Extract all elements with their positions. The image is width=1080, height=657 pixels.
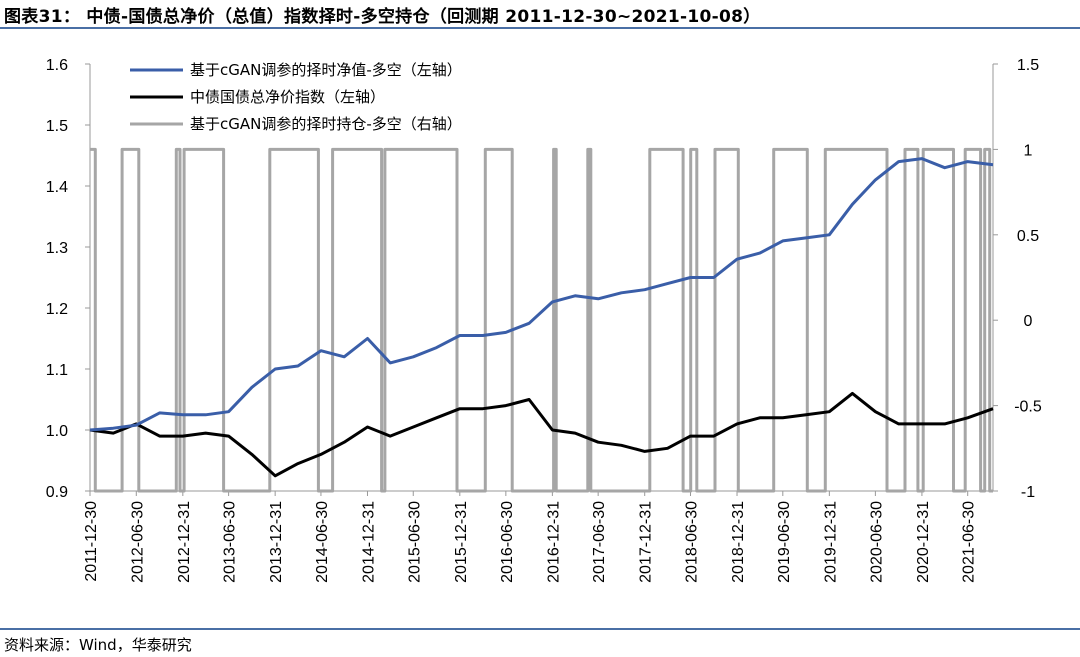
left-axis-tick-label: 1.3 xyxy=(46,240,68,257)
footer-rule xyxy=(0,628,1080,630)
legend: 基于cGAN调参的择时净值-多空（左轴） 中债国债总净价指数（左轴） 基于cGAN调… xyxy=(130,61,462,133)
x-axis-tick-label: 2016-06-30 xyxy=(499,501,516,583)
chart: 0.9 1.0 1.1 1.2 1.3 1.4 1.5 1.6 -1 -0.5 0 0.5 1 1.5 20… xyxy=(46,57,1042,583)
left-axis-tick-label: 0.9 xyxy=(46,484,68,501)
legend-label: 基于cGAN调参的择时净值-多空（左轴） xyxy=(190,61,462,79)
x-axis-tick-label: 2019-12-31 xyxy=(822,501,839,583)
left-axis-tick-label: 1.2 xyxy=(46,301,68,318)
x-axis-tick-label: 2020-06-30 xyxy=(868,501,885,583)
x-axis-tick-label: 2016-12-31 xyxy=(545,501,562,583)
x-axis-tick-label: 2020-12-31 xyxy=(915,501,932,583)
left-axis-tick-label: 1.1 xyxy=(46,362,68,379)
legend-label: 基于cGAN调参的择时持仓-多空（右轴） xyxy=(190,115,462,133)
right-axis-tick-label: 1 xyxy=(1024,142,1033,159)
right-axis-tick-label: 0.5 xyxy=(1017,228,1039,245)
position-step-line xyxy=(90,147,993,493)
right-axis-tick-label: 1.5 xyxy=(1017,57,1039,74)
x-axis-tick-label: 2018-06-30 xyxy=(683,501,700,583)
x-axis-tick-label: 2012-06-30 xyxy=(129,501,146,583)
title-rule xyxy=(0,27,1080,29)
x-axis-tick-label: 2018-12-31 xyxy=(730,501,747,583)
right-axis-tick-label: -1 xyxy=(1021,484,1035,501)
left-axis-tick-label: 1.6 xyxy=(46,57,68,74)
x-axis-tick-label: 2015-06-30 xyxy=(406,501,423,583)
x-axis-tick-label: 2012-12-31 xyxy=(176,501,193,583)
x-axis-tick-label: 2013-12-31 xyxy=(268,501,285,583)
x-axis-tick-label: 2014-12-31 xyxy=(360,501,377,583)
left-axis-tick-label: 1.4 xyxy=(46,179,68,196)
x-axis-tick-label: 2017-12-31 xyxy=(638,501,655,583)
legend-label: 中债国债总净价指数（左轴） xyxy=(190,88,385,106)
series-layer xyxy=(89,147,994,493)
x-axis-tick-label: 2019-06-30 xyxy=(776,501,793,583)
x-axis-tick-label: 2013-06-30 xyxy=(222,501,239,583)
right-axis-tick-label: 0 xyxy=(1024,313,1033,330)
x-axis-tick-label: 2014-06-30 xyxy=(314,501,331,583)
x-axis-tick-label: 2011-12-30 xyxy=(83,501,100,582)
figure-title: 图表31： 中债-国债总净价（总值）指数择时-多空持仓（回测期 2011-12-… xyxy=(4,7,761,27)
right-axis-tick-label: -0.5 xyxy=(1014,399,1042,416)
x-axis-tick-label: 2015-12-31 xyxy=(453,501,470,583)
x-axis-tick-label: 2017-06-30 xyxy=(591,501,608,583)
source-note: 资料来源：Wind，华泰研究 xyxy=(4,636,192,654)
left-axis-tick-label: 1.0 xyxy=(46,423,68,440)
axes-layer: 0.9 1.0 1.1 1.2 1.3 1.4 1.5 1.6 -1 -0.5 0 0.5 1 1.5 20… xyxy=(46,57,1042,583)
left-axis-tick-label: 1.5 xyxy=(46,118,68,135)
strategy-nav-line xyxy=(89,157,994,432)
x-axis-tick-label: 2021-06-30 xyxy=(961,501,978,583)
bond-index-line xyxy=(89,391,994,478)
